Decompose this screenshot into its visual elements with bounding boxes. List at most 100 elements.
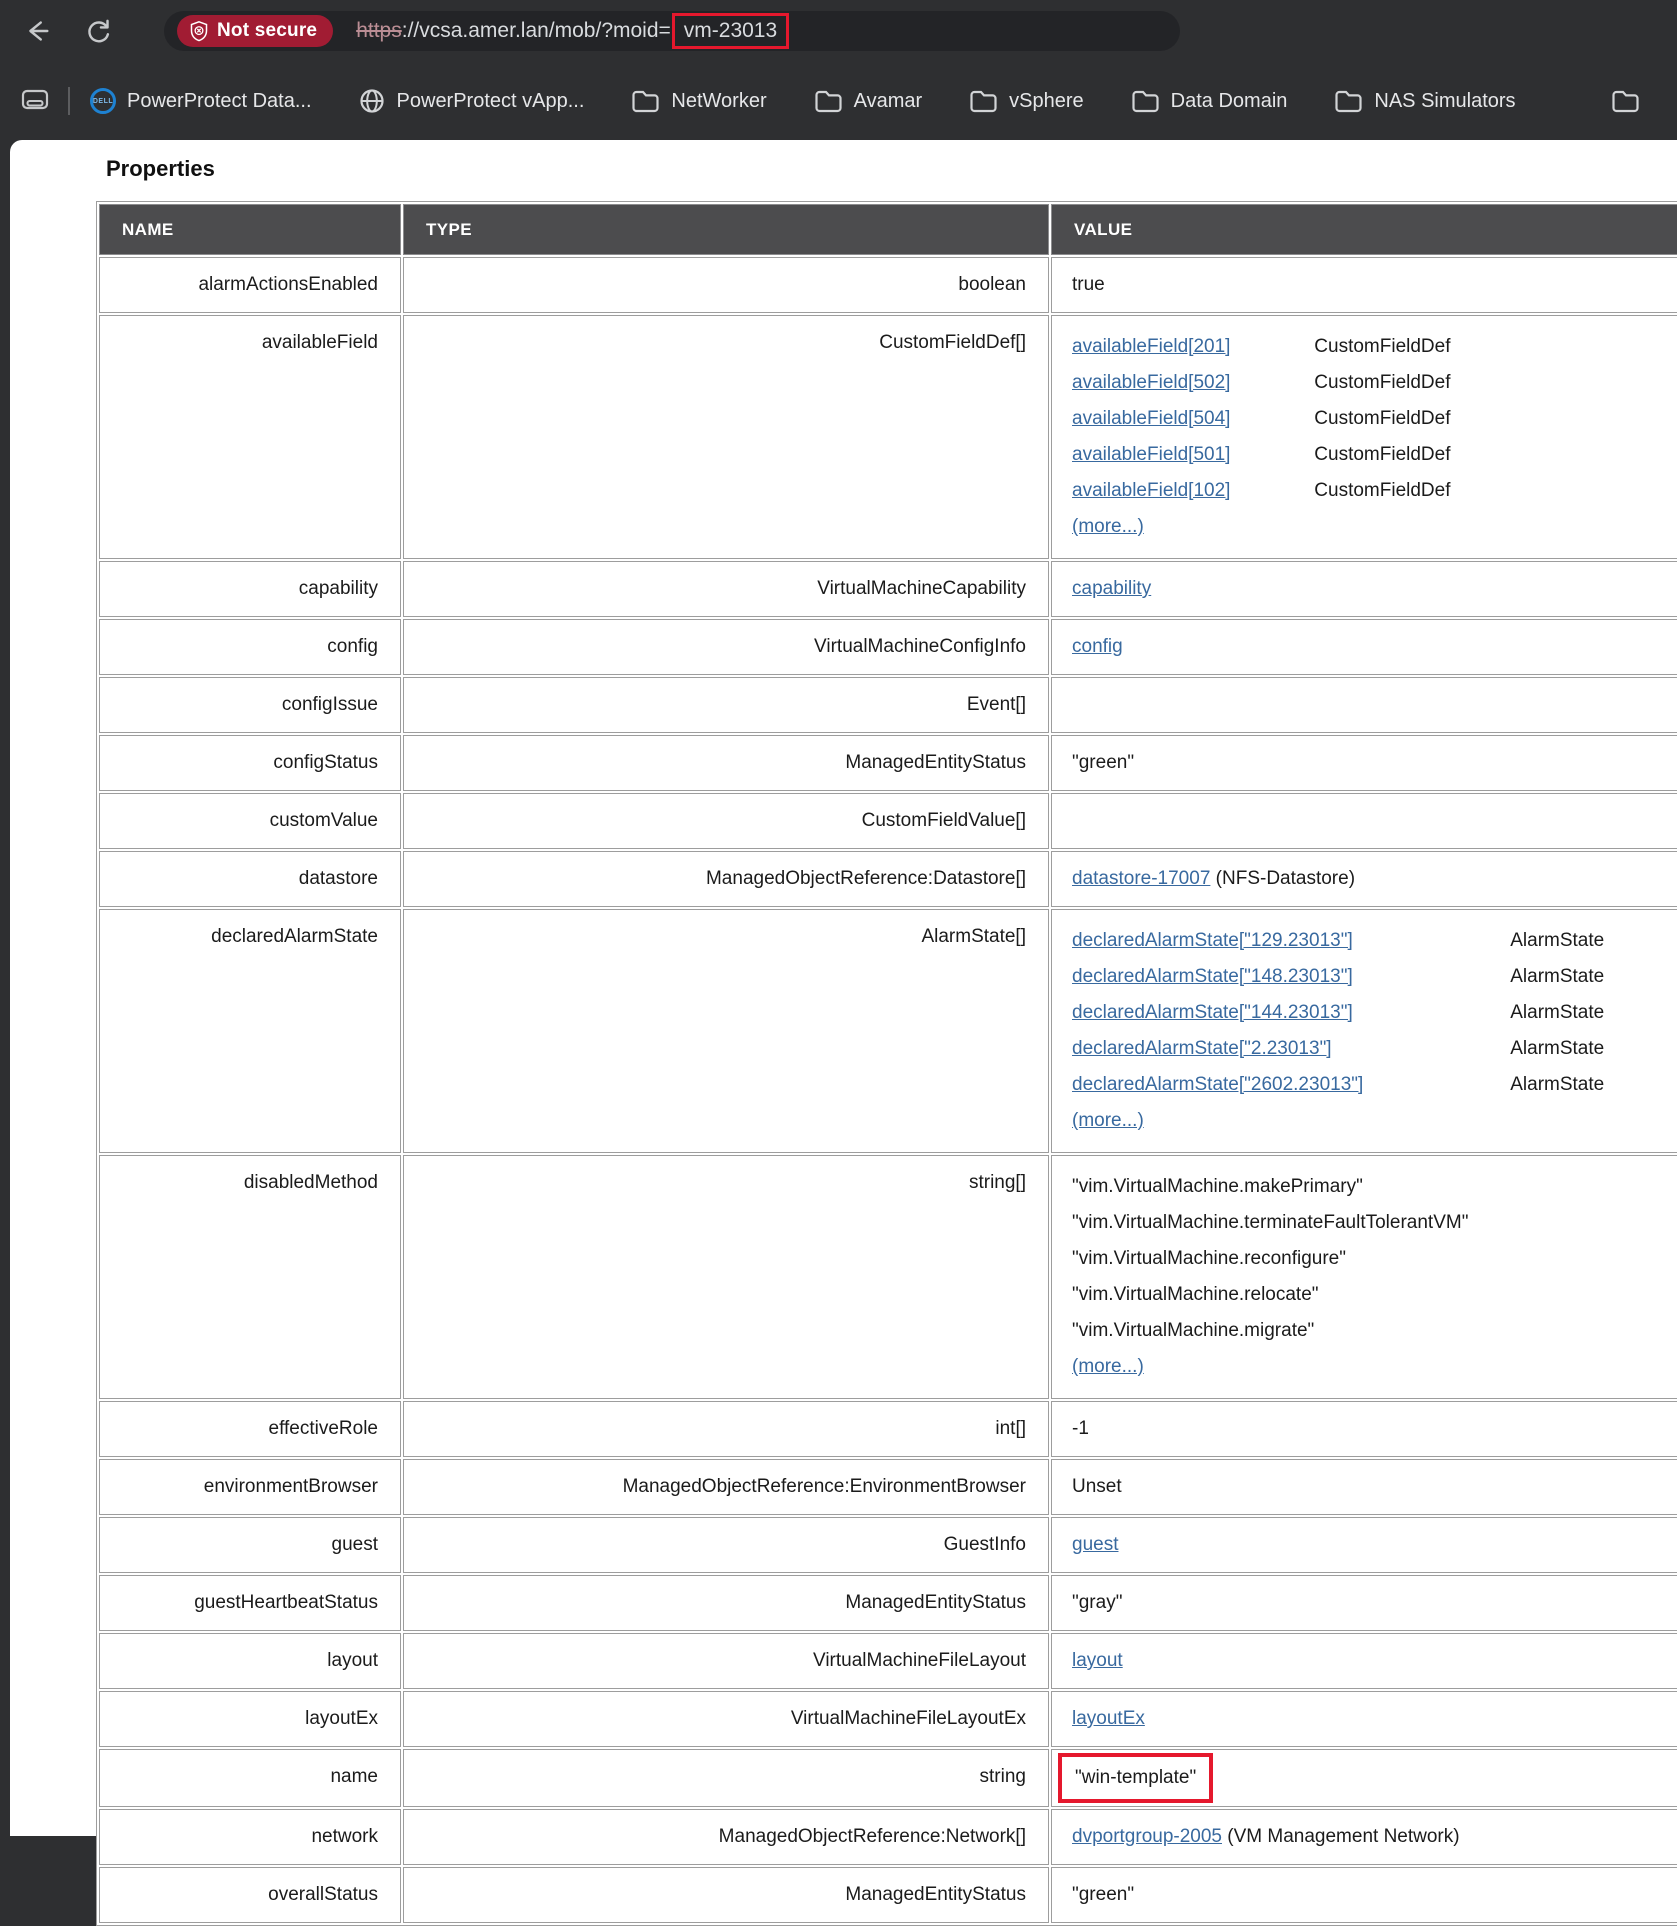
table-row: layout VirtualMachineFileLayout layout — [99, 1633, 1677, 1689]
value-line: availableField[201] CustomFieldDef — [1072, 329, 1677, 365]
table-row: name string "win-template" — [99, 1749, 1677, 1807]
prop-value-cell: capability — [1051, 561, 1677, 617]
bookmark-item[interactable]: NAS Simulators — [1333, 87, 1516, 115]
value-link[interactable]: availableField[502] — [1072, 372, 1231, 393]
value-line: declaredAlarmState["129.23013"] AlarmSta… — [1072, 923, 1677, 959]
value-line: declaredAlarmState["148.23013"] AlarmSta… — [1072, 959, 1677, 995]
table-row: layoutEx VirtualMachineFileLayoutEx layout… — [99, 1691, 1677, 1747]
prop-value-cell: availableField[201] CustomFieldDef availa… — [1051, 315, 1677, 559]
column-header-type: TYPE — [403, 204, 1049, 255]
value-link[interactable]: availableField[501] — [1072, 444, 1231, 465]
table-row: capability VirtualMachineCapability capabi… — [99, 561, 1677, 617]
value-link[interactable]: availableField[102] — [1072, 480, 1231, 501]
prop-value-cell: "green" — [1051, 1867, 1677, 1923]
prop-name-cell: config — [99, 619, 401, 675]
prop-type-cell: ManagedEntityStatus — [403, 1575, 1049, 1631]
mob-page: Properties NAME TYPE VALUE alarmActionsE… — [10, 140, 1677, 1926]
prop-value-cell: datastore-17007 (NFS-Datastore) — [1051, 851, 1677, 907]
prop-value-cell: "green" — [1051, 735, 1677, 791]
bookmark-label: vSphere — [1009, 89, 1084, 112]
prop-value-cell: "gray" — [1051, 1575, 1677, 1631]
prop-name-cell: configStatus — [99, 735, 401, 791]
bookmark-label: Data Domain — [1170, 89, 1288, 112]
value-link[interactable]: (more...) — [1072, 516, 1144, 537]
value-line: availableField[502] CustomFieldDef — [1072, 365, 1677, 401]
prop-name-cell: layout — [99, 1633, 401, 1689]
value-line: availableField[501] CustomFieldDef — [1072, 437, 1677, 473]
value-link[interactable]: availableField[504] — [1072, 408, 1231, 429]
value-link[interactable]: config — [1072, 636, 1123, 657]
folder-icon — [1335, 90, 1362, 113]
dell-logo-icon: DELL — [90, 88, 116, 114]
bookmark-label: NAS Simulators — [1374, 89, 1516, 112]
prop-value-cell: "win-template" — [1051, 1749, 1677, 1807]
prop-value-cell: layout — [1051, 1633, 1677, 1689]
bookmark-item[interactable]: Avamar — [813, 87, 923, 115]
prop-name-cell: customValue — [99, 793, 401, 849]
value-line: (more...) — [1072, 1103, 1677, 1139]
prop-type-cell: VirtualMachineFileLayout — [403, 1633, 1049, 1689]
prop-type-cell: CustomFieldValue[] — [403, 793, 1049, 849]
prop-type-cell: VirtualMachineCapability — [403, 561, 1049, 617]
back-button[interactable] — [20, 14, 54, 48]
browser-window-icon — [21, 89, 49, 110]
bookmarks-divider — [68, 87, 70, 115]
bookmark-label: Avamar — [853, 89, 923, 112]
value-link[interactable]: capability — [1072, 578, 1152, 599]
prop-value-cell — [1051, 677, 1677, 733]
globe-icon — [359, 89, 384, 113]
table-row: config VirtualMachineConfigInfo config — [99, 619, 1677, 675]
value-link[interactable]: declaredAlarmState["129.23013"] — [1072, 930, 1353, 951]
properties-tbody: alarmActionsEnabled boolean true availableF… — [99, 257, 1677, 1923]
back-arrow-icon — [29, 21, 49, 41]
address-bar[interactable]: Not secure https://vcsa.amer.lan/mob/?mo… — [164, 11, 1180, 51]
prop-name-cell: configIssue — [99, 677, 401, 733]
url-text: https://vcsa.amer.lan/mob/?moid= vm-23013 — [356, 13, 790, 49]
value-link[interactable]: layout — [1072, 1650, 1123, 1671]
table-row: configIssue Event[] — [99, 677, 1677, 733]
bookmark-item-partial[interactable] — [1610, 87, 1640, 115]
url-moid: vm-23013 — [683, 19, 778, 42]
value-link[interactable]: availableField[201] — [1072, 336, 1231, 357]
value-link[interactable]: (more...) — [1072, 1356, 1144, 1377]
not-secure-label: Not secure — [217, 20, 318, 41]
tab-preview-button[interactable] — [18, 84, 52, 118]
value-link[interactable]: datastore-17007 — [1072, 868, 1211, 889]
prop-type-cell: string — [403, 1749, 1049, 1807]
value-link[interactable]: declaredAlarmState["2602.23013"] — [1072, 1074, 1364, 1095]
column-header-value: VALUE — [1051, 204, 1677, 255]
bookmark-item[interactable]: NetWorker — [630, 87, 767, 115]
prop-name-cell: guest — [99, 1517, 401, 1573]
prop-type-cell: VirtualMachineConfigInfo — [403, 619, 1049, 675]
table-header-row: NAME TYPE VALUE — [99, 204, 1677, 255]
refresh-button[interactable] — [80, 14, 114, 48]
value-link[interactable]: declaredAlarmState["144.23013"] — [1072, 1002, 1353, 1023]
prop-name-cell: name — [99, 1749, 401, 1807]
refresh-icon — [88, 19, 110, 43]
moid-annotation-box: vm-23013 — [671, 13, 790, 49]
bookmark-item[interactable]: vSphere — [968, 87, 1084, 115]
bookmark-item[interactable]: DELL PowerProtect Data... — [90, 88, 312, 114]
url-path: ://vcsa.amer.lan/mob/?moid= — [401, 19, 671, 42]
value-link[interactable]: dvportgroup-2005 — [1072, 1826, 1222, 1847]
value-link[interactable]: guest — [1072, 1534, 1119, 1555]
prop-name-cell: availableField — [99, 315, 401, 559]
prop-value-cell — [1051, 793, 1677, 849]
not-secure-badge[interactable]: Not secure — [177, 15, 334, 47]
prop-name-cell: guestHeartbeatStatus — [99, 1575, 401, 1631]
value-link[interactable]: (more...) — [1072, 1110, 1144, 1131]
value-line: declaredAlarmState["2602.23013"] AlarmSt… — [1072, 1067, 1677, 1103]
prop-type-cell: ManagedObjectReference:EnvironmentBrowse… — [403, 1459, 1049, 1515]
folder-icon — [1132, 90, 1159, 113]
value-link[interactable]: declaredAlarmState["2.23013"] — [1072, 1038, 1332, 1059]
prop-name-cell: declaredAlarmState — [99, 909, 401, 1153]
prop-type-cell: ManagedObjectReference:Datastore[] — [403, 851, 1049, 907]
bookmark-item[interactable]: Data Domain — [1130, 87, 1288, 115]
value-link[interactable]: declaredAlarmState["148.23013"] — [1072, 966, 1353, 987]
prop-name-cell: capability — [99, 561, 401, 617]
folder-icon — [815, 90, 842, 113]
value-line: "vim.VirtualMachine.relocate" — [1072, 1284, 1319, 1305]
prop-type-cell: ManagedObjectReference:Network[] — [403, 1809, 1049, 1865]
bookmark-item[interactable]: PowerProtect vApp... — [358, 87, 584, 115]
value-link[interactable]: layoutEx — [1072, 1708, 1145, 1729]
